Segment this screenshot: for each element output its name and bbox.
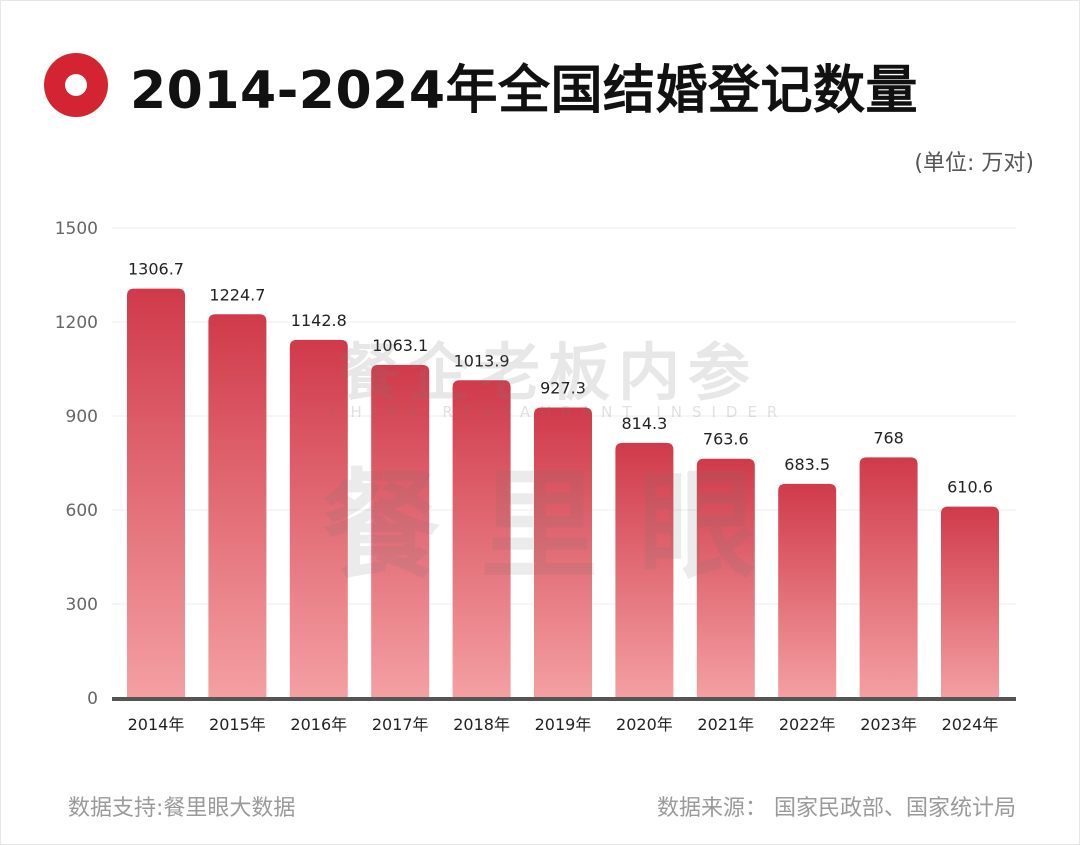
x-tick-label: 2020年 — [616, 715, 673, 734]
ring-icon — [44, 53, 108, 117]
data-label: 1306.7 — [128, 260, 184, 279]
x-tick-label: 2022年 — [779, 715, 836, 734]
value-labels: 1306.7 1224.7 1142.8 1063.1 1013.9 927.3 814.3… — [128, 260, 993, 497]
data-label: 927.3 — [540, 378, 586, 397]
data-label: 1142.8 — [291, 311, 347, 330]
y-tick-label: 1200 — [55, 313, 98, 333]
data-label: 763.6 — [703, 430, 749, 449]
bar — [208, 314, 267, 698]
data-label: 814.3 — [621, 414, 667, 433]
y-tick-label: 900 — [66, 407, 98, 427]
unit-label: (单位: 万对) — [914, 151, 1034, 176]
x-tick-label: 2015年 — [209, 715, 266, 734]
x-tick-label: 2021年 — [697, 715, 754, 734]
y-tick-label: 600 — [66, 501, 98, 521]
bar — [534, 407, 592, 698]
data-label: 1013.9 — [454, 351, 510, 370]
title-bar: 2014-2024年全国结婚登记数量 — [44, 52, 918, 121]
data-label: 768 — [873, 428, 904, 447]
bar — [941, 506, 999, 698]
x-axis-ticks: 2014年 2015年 2016年 2017年 2018年 2019年 2020年 2021年… — [128, 715, 999, 734]
bar — [696, 458, 755, 698]
data-label: 1063.1 — [372, 336, 428, 355]
x-tick-label: 2016年 — [290, 715, 347, 734]
y-axis-ticks: 0 300 600 900 1200 1500 — [55, 219, 98, 709]
data-label: 683.5 — [784, 455, 830, 474]
bar — [127, 288, 185, 698]
x-tick-label: 2023年 — [860, 715, 917, 734]
data-label: 610.6 — [947, 478, 993, 497]
bar — [371, 364, 430, 698]
x-tick-label: 2024年 — [942, 715, 999, 734]
x-tick-label: 2019年 — [535, 715, 592, 734]
data-source-note: 数据来源： 国家民政部、国家统计局 — [657, 796, 1016, 821]
data-label: 1224.7 — [209, 285, 265, 304]
bar — [859, 457, 918, 698]
y-tick-label: 1500 — [55, 219, 98, 239]
bar — [289, 339, 348, 698]
x-tick-label: 2014年 — [128, 715, 185, 734]
y-tick-label: 0 — [87, 689, 98, 709]
bar — [615, 442, 674, 698]
bar — [778, 483, 837, 698]
y-tick-label: 300 — [66, 595, 98, 615]
bar — [452, 380, 511, 698]
data-support-note: 数据支持:餐里眼大数据 — [68, 796, 296, 821]
x-tick-label: 2017年 — [372, 715, 429, 734]
bars — [127, 288, 999, 698]
page-title: 2014-2024年全国结婚登记数量 — [130, 60, 919, 121]
x-tick-label: 2018年 — [453, 715, 510, 734]
